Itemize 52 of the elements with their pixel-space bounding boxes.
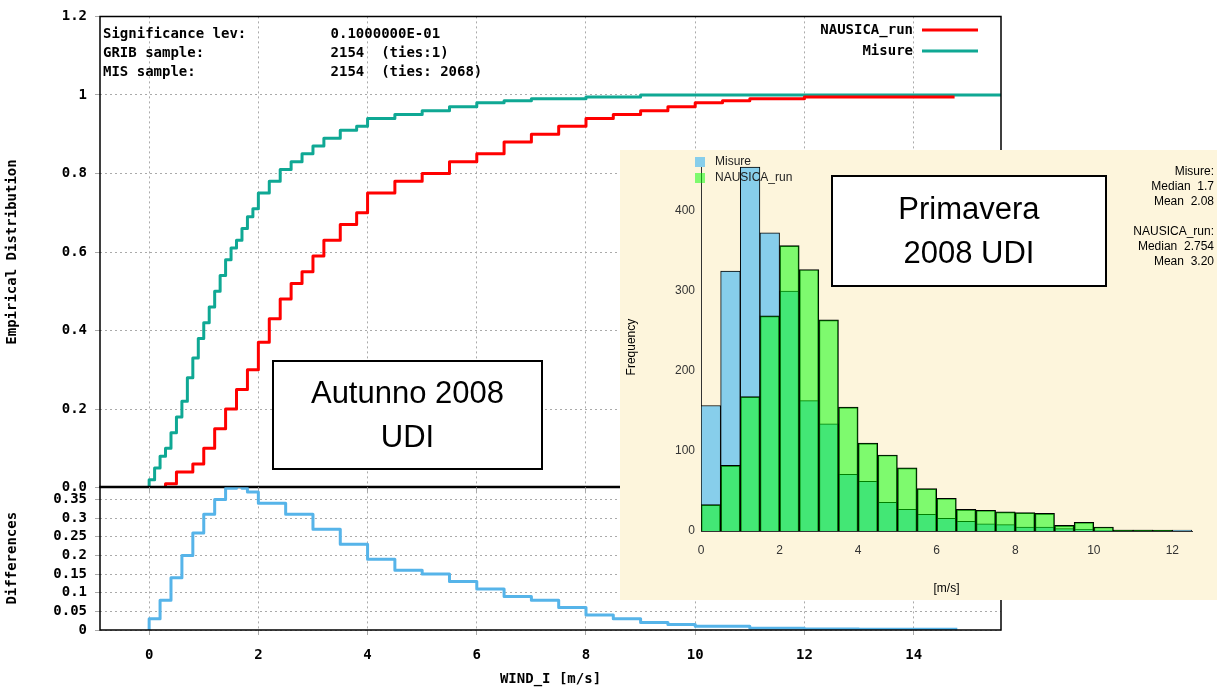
y-tick-label: 0 [688,523,696,538]
legend-label: Misure [715,154,752,169]
text-box: Autunno 2008 UDI [272,360,543,470]
y-tick-label: 0.05 [53,601,87,618]
x-tick-label: 6 [933,542,941,557]
annotation: Mean 3.20 [1153,254,1215,269]
y-tick-label: 0.6 [61,242,87,259]
y-tick-label: 1.2 [61,7,87,24]
x-tick-label: 0 [144,646,154,663]
annotation: GRIB sample: 2154 (ties:1) [103,43,449,60]
y-tick-label: 0.25 [53,527,87,544]
annotation: Mean 2.08 [1153,194,1215,209]
legend-label: Misure [862,41,913,58]
y-tick-label: 0.35 [53,490,87,507]
y-tick-label: 0.1 [61,583,87,600]
annotation: Misure: [1174,164,1214,179]
x-tick-label: 6 [472,646,481,663]
y-tick-label: 400 [674,203,696,218]
y-tick-label: 0.3 [61,508,87,525]
annotation: Significance lev: 0.1000000E-01 [103,24,441,41]
y-tick-label: 0.8 [61,164,87,181]
y-tick-label: 300 [674,283,696,298]
y-tick-label: 0.2 [61,399,87,416]
x-tick-label: 4 [363,646,372,663]
y-axis-title: Frequency [623,318,638,376]
annotation: Median 2.754 [1137,239,1215,254]
y-tick-label: 0.15 [53,564,87,581]
x-tick-label: 12 [795,646,813,663]
annotation: MIS sample: 2154 (ties: 2068) [103,62,483,79]
text-box: Primavera 2008 UDI [831,175,1107,287]
x-tick-label: 2 [254,646,263,663]
y-axis-title: Empirical Distribution [3,159,20,345]
x-tick-label: 4 [854,542,862,557]
annotation: NAUSICA_run: [1133,224,1214,239]
annotation: Median 1.7 [1151,179,1215,194]
x-tick-label: 10 [1087,542,1101,557]
y-tick-label: 0.4 [61,321,87,338]
x-tick-label: 14 [905,646,923,663]
legend-label: NAUSICA_run [820,20,913,38]
y-tick-label: 100 [674,443,696,458]
y-tick-label: 0 [78,620,87,637]
y-tick-label: 0.2 [61,546,87,563]
x-tick-label: 2 [776,542,784,557]
x-tick-label: 8 [581,646,591,663]
x-axis-title: [m/s] [933,581,960,596]
x-axis-title: WIND_I [m/s] [499,670,602,688]
x-tick-label: 12 [1165,542,1180,557]
y-axis-title: Differences [3,511,20,605]
y-tick-label: 200 [674,363,696,378]
x-tick-label: 8 [1011,542,1019,557]
x-tick-label: 10 [686,646,704,663]
y-tick-label: 1 [78,85,87,102]
